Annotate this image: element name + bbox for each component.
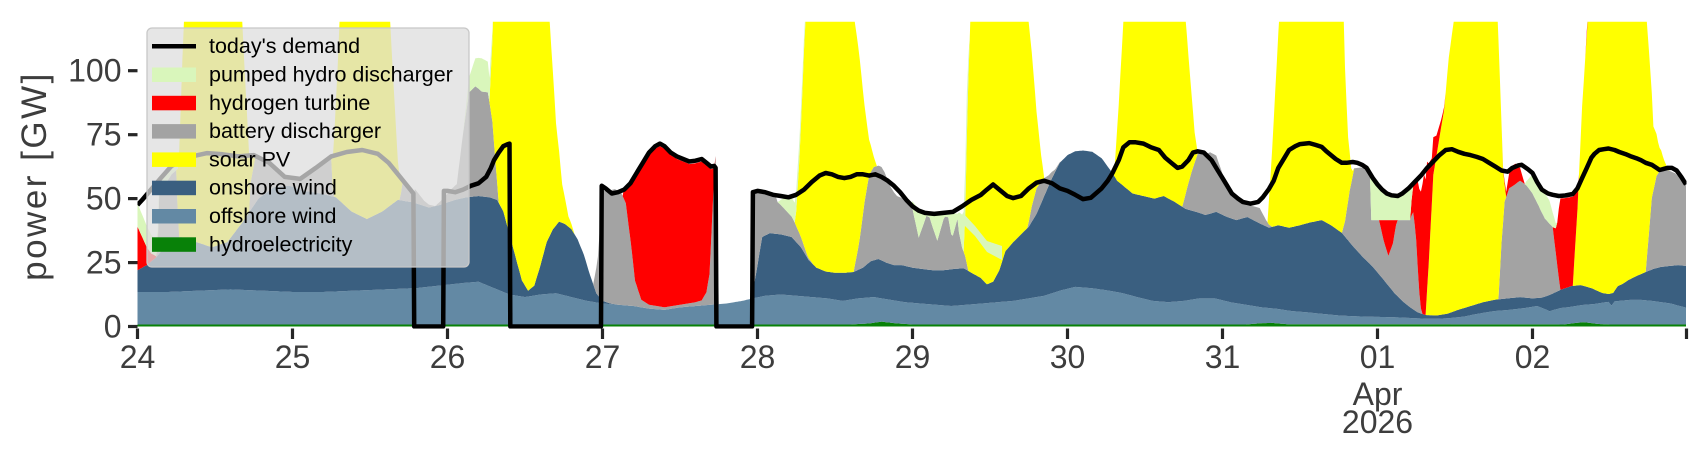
svg-text:25: 25 <box>86 245 122 281</box>
svg-text:battery discharger: battery discharger <box>209 119 381 143</box>
svg-text:24: 24 <box>120 339 156 375</box>
svg-text:hydrogen turbine: hydrogen turbine <box>209 91 370 115</box>
svg-text:31: 31 <box>1205 339 1241 375</box>
svg-text:26: 26 <box>430 339 466 375</box>
svg-text:0: 0 <box>104 309 122 345</box>
svg-text:2026: 2026 <box>1342 404 1413 440</box>
svg-text:30: 30 <box>1050 339 1086 375</box>
svg-text:today's demand: today's demand <box>209 34 360 58</box>
svg-text:75: 75 <box>86 117 122 153</box>
svg-text:27: 27 <box>585 339 621 375</box>
svg-text:100: 100 <box>68 53 121 89</box>
svg-text:offshore wind: offshore wind <box>209 204 337 228</box>
svg-text:Apr: Apr <box>1353 376 1403 412</box>
svg-text:02: 02 <box>1515 339 1551 375</box>
svg-text:25: 25 <box>275 339 311 375</box>
svg-text:29: 29 <box>895 339 931 375</box>
svg-text:onshore wind: onshore wind <box>209 176 337 200</box>
svg-text:28: 28 <box>740 339 776 375</box>
svg-text:hydroelectricity: hydroelectricity <box>209 232 353 256</box>
svg-text:power [GW]: power [GW] <box>15 71 54 281</box>
svg-text:01: 01 <box>1360 339 1396 375</box>
svg-text:solar PV: solar PV <box>209 147 291 171</box>
svg-text:pumped hydro discharger: pumped hydro discharger <box>209 63 453 87</box>
svg-text:50: 50 <box>86 181 122 217</box>
